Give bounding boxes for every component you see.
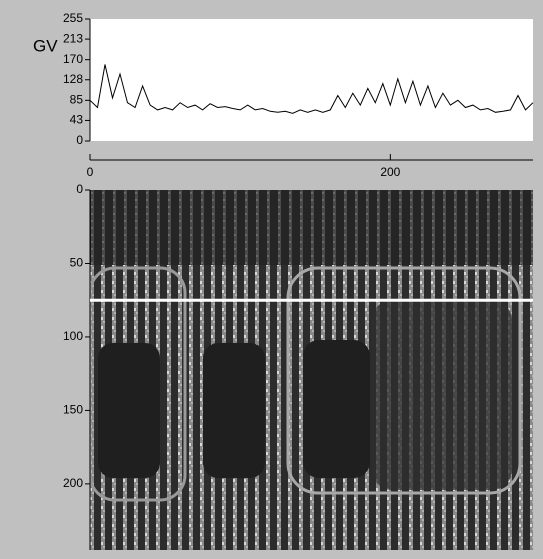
y-tick-label: 0 xyxy=(76,133,83,147)
x-tick-label: 0 xyxy=(87,165,94,179)
y-tick-label: 85 xyxy=(70,93,84,107)
y-tick-label: 0 xyxy=(76,182,83,196)
image xyxy=(90,190,533,550)
y-tick-label: 255 xyxy=(63,11,83,25)
plot-area xyxy=(90,19,533,141)
y-tick-label: 150 xyxy=(63,403,83,417)
y-tick-label: 170 xyxy=(63,52,83,66)
y-tick-label: 213 xyxy=(63,31,83,45)
profile-line xyxy=(89,64,534,114)
y-tick-label: 50 xyxy=(70,256,84,270)
x-tick-label: 200 xyxy=(380,165,400,179)
y-tick-label: 100 xyxy=(63,329,83,343)
y-tick-label: 43 xyxy=(70,113,84,127)
y-tick-label: 128 xyxy=(63,72,83,86)
y-axis-label: GV xyxy=(33,36,58,55)
y-tick-label: 200 xyxy=(63,476,83,490)
